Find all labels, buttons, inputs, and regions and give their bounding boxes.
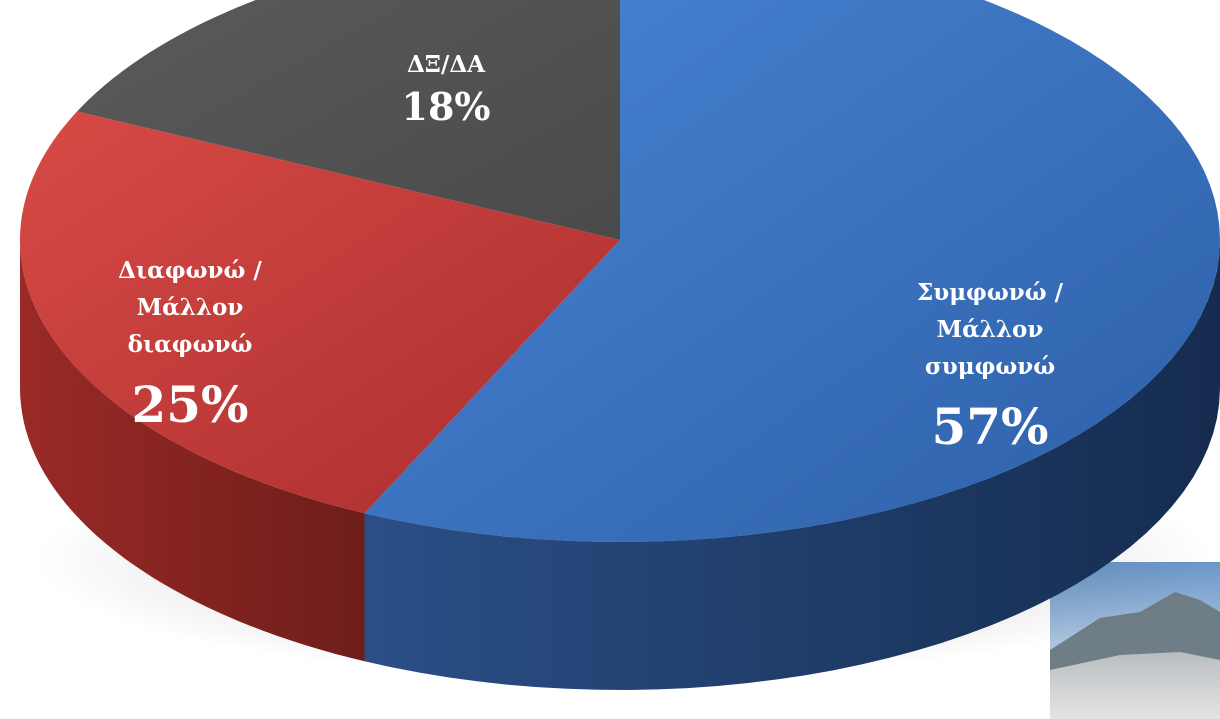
slice-value-3: 18% [402,84,491,129]
pie-slice-1 [364,0,1220,542]
slice-label-1-line-1: Συμφωνώ / [917,279,1064,306]
slice-value-1: 57% [931,397,1048,456]
slice-label-2-line-3: διαφωνώ [128,331,253,358]
slice-label-2-line-1: Διαφωνώ / [118,257,262,284]
pie-labels: Συμφωνώ / Μάλλον συμφωνώ 57% Διαφωνώ / Μάλλον… [118,51,1063,456]
pie-side-1 [364,240,1220,690]
slice-label-1-line-3: συμφωνώ [925,353,1055,380]
slice-label-3-line-1: ΔΞ/ΔΑ [407,51,486,78]
pie-depth-sides [20,240,1220,690]
slice-value-2: 25% [131,375,248,434]
pie-slice-2 [20,111,620,514]
pie-slice-3 [77,0,620,240]
slice-label-1-line-2: Μάλλον [937,316,1044,343]
pie-side-2 [20,240,365,662]
pie-slices [20,0,1220,542]
slice-label-2-line-2: Μάλλον [137,294,244,321]
